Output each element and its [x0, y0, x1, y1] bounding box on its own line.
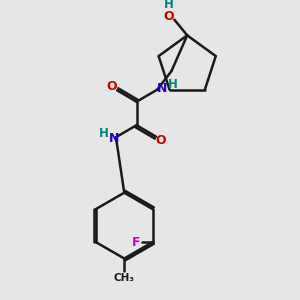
- Text: H: H: [168, 78, 178, 91]
- Text: O: O: [164, 10, 175, 23]
- Text: CH₃: CH₃: [114, 273, 135, 283]
- Text: H: H: [99, 127, 109, 140]
- Text: O: O: [106, 80, 117, 93]
- Text: F: F: [132, 236, 140, 249]
- Text: N: N: [109, 132, 120, 145]
- Text: H: H: [164, 0, 174, 11]
- Text: O: O: [156, 134, 167, 147]
- Text: N: N: [157, 82, 167, 95]
